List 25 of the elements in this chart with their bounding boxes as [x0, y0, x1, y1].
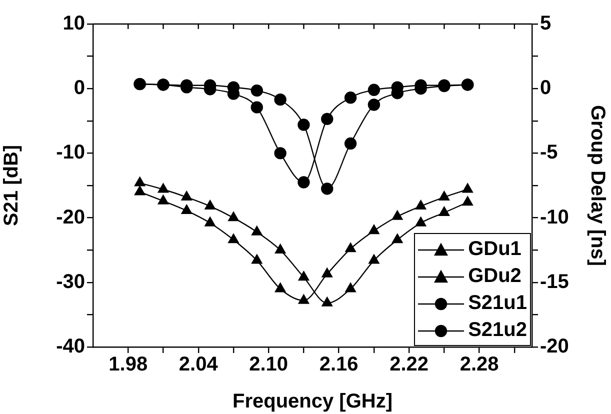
legend-label: S21u1: [468, 292, 527, 315]
y2-tick-label: -20: [540, 336, 569, 358]
x-tick-label: 2.04: [178, 354, 219, 376]
y-tick-label: -10: [56, 142, 85, 164]
legend-label: GDu1: [468, 238, 522, 261]
y-axis-title: S21 [dB]: [0, 144, 23, 226]
y-tick-label: -30: [56, 270, 85, 293]
y2-tick-label: -15: [540, 270, 569, 293]
x-tick-label: 2.28: [460, 354, 499, 376]
y2-tick-label: -5: [540, 142, 558, 164]
y2-axis-title: Group Delay [ns]: [586, 104, 608, 266]
legend-label: S21u2: [468, 319, 527, 342]
x-tick-label: 1.98: [108, 354, 148, 376]
y2-tick-label: -10: [540, 206, 569, 228]
x-tick-label: 2.22: [390, 354, 429, 376]
y-tick-label: -20: [56, 206, 85, 228]
y-tick-label: 0: [74, 77, 85, 100]
y2-tick-label: 5: [540, 12, 552, 35]
legend-label: GDu2: [468, 265, 522, 288]
x-tick-label: 2.16: [319, 354, 358, 376]
y2-tick-label: 0: [540, 77, 552, 100]
y-tick-label: -40: [56, 336, 85, 358]
x-axis-title: Frequency [GHz]: [232, 390, 393, 413]
x-tick-label: 2.10: [249, 354, 288, 376]
y-tick-label: 10: [62, 12, 85, 35]
